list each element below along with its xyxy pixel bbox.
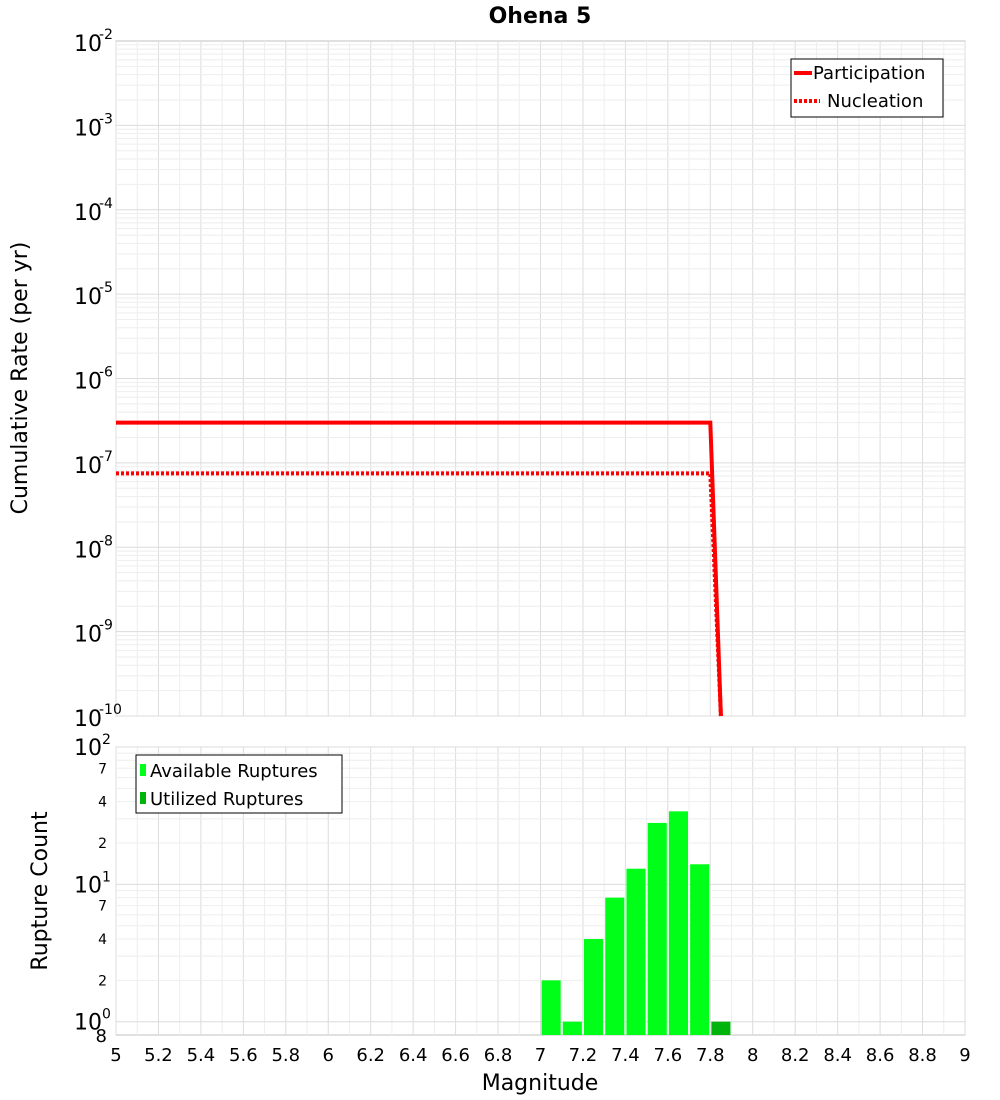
bottom-y-minor-tick-label: 2	[98, 973, 107, 989]
bottom-grid	[115, 746, 966, 1035]
top-y-tick-exponent: -2	[99, 27, 113, 43]
x-tick-label: 8.2	[781, 1045, 810, 1066]
bottom-x-ticks: 5 5.2 5.4 5.6 5.8 6 6.2 6.4 6.6 6.8 7 7.2 7.4 7.6 7.8 8…	[110, 1045, 970, 1066]
top-y-tick-label: 10	[74, 538, 102, 563]
bottom-legend: Available Ruptures Utilized Ruptures	[135, 754, 343, 814]
bottom-y-tick-label: 10	[74, 1011, 102, 1036]
top-y-tick-label: 10	[74, 116, 102, 141]
participation-line	[116, 420, 723, 717]
top-panel: 10-210-310-410-510-610-710-810-910-10 Cu…	[8, 27, 966, 732]
x-tick-label: 8.8	[908, 1045, 937, 1066]
x-tick-label: 7.6	[654, 1045, 683, 1066]
x-tick-label: 5	[110, 1045, 121, 1066]
top-y-tick-label: 10	[74, 370, 102, 395]
top-grid	[115, 41, 966, 717]
top-legend-box	[790, 58, 944, 118]
top-y-tick-exponent: -9	[99, 618, 113, 634]
bottom-y-minor-tick-label: 7	[98, 899, 107, 915]
top-y-tick-label: 10	[74, 454, 102, 479]
bottom-bars	[541, 811, 731, 1035]
available-ruptures-bar	[690, 864, 710, 1035]
legend-participation-label: Participation	[813, 63, 925, 84]
bottom-y-tick-label: 10	[74, 873, 102, 898]
top-y-tick-exponent: -3	[99, 111, 113, 127]
x-tick-label: 6.6	[441, 1045, 470, 1066]
x-tick-label: 6	[323, 1045, 334, 1066]
x-tick-label: 6.2	[356, 1045, 385, 1066]
bottom-legend-box	[135, 754, 343, 814]
top-y-tick-label: 10	[74, 285, 102, 310]
top-y-tick-exponent: -5	[99, 280, 113, 296]
available-ruptures-bar	[668, 811, 689, 1035]
top-legend: Participation Nucleation	[790, 58, 944, 118]
bottom-y-tick-label: 10	[74, 736, 102, 761]
top-y-tick-label: 10	[74, 707, 102, 732]
available-ruptures-bar	[541, 980, 561, 1035]
available-ruptures-bar	[626, 868, 646, 1035]
x-tick-label: 7.8	[696, 1045, 725, 1066]
x-tick-label: 8.4	[823, 1045, 852, 1066]
bottom-y-tick-exponent: 2	[102, 732, 111, 748]
bottom-y-tick-exponent: 1	[102, 869, 111, 885]
utilized-ruptures-bar	[711, 1021, 731, 1035]
x-tick-label: 7.4	[611, 1045, 640, 1066]
x-tick-label: 8.6	[866, 1045, 895, 1066]
x-tick-label: 5.8	[271, 1045, 300, 1066]
legend-available-label: Available Ruptures	[150, 761, 318, 782]
top-y-axis-label: Cumulative Rate (per yr)	[8, 242, 33, 515]
bottom-y-minor-tick-label: 8	[96, 1026, 107, 1047]
x-tick-label: 7	[535, 1045, 546, 1066]
top-y-tick-exponent: -7	[99, 449, 113, 465]
chart-title: Ohena 5	[489, 4, 592, 29]
top-y-tick-exponent: -6	[99, 365, 113, 381]
top-y-tick-label: 10	[74, 201, 102, 226]
top-y-tick-label: 10	[74, 32, 102, 57]
bottom-y-minor-tick-label: 4	[98, 795, 107, 811]
bottom-y-minor-tick-label: 2	[98, 836, 107, 852]
bottom-y-minor-tick-label: 4	[98, 932, 107, 948]
top-y-tick-exponent: -10	[99, 702, 122, 718]
x-tick-label: 7.2	[569, 1045, 598, 1066]
nucleation-line	[116, 471, 723, 717]
top-series	[116, 420, 723, 717]
x-tick-label: 6.4	[399, 1045, 428, 1066]
x-tick-label: 8	[747, 1045, 758, 1066]
available-ruptures-bar	[562, 1021, 582, 1035]
legend-utilized-swatch	[140, 792, 146, 804]
x-tick-label: 5.6	[229, 1045, 258, 1066]
x-tick-label: 6.8	[484, 1045, 513, 1066]
available-ruptures-bar	[647, 822, 667, 1035]
top-y-tick-exponent: -8	[99, 533, 113, 549]
bottom-y-tick-exponent: 0	[102, 1007, 111, 1023]
x-axis-label: Magnitude	[482, 1071, 599, 1096]
bottom-y-minor-tick-label: 7	[98, 761, 107, 777]
x-tick-label: 5.4	[187, 1045, 216, 1066]
legend-nucleation-label: Nucleation	[827, 91, 923, 112]
x-tick-label: 5.2	[144, 1045, 173, 1066]
available-ruptures-bar	[584, 939, 604, 1035]
legend-available-swatch	[140, 764, 146, 776]
top-y-tick-label: 10	[74, 623, 102, 648]
bottom-y-axis-label: Rupture Count	[28, 811, 53, 971]
top-y-tick-exponent: -4	[99, 196, 113, 212]
available-ruptures-bar	[605, 897, 625, 1035]
x-tick-label: 9	[959, 1045, 970, 1066]
legend-utilized-label: Utilized Ruptures	[150, 789, 303, 810]
top-y-ticks: 10-210-310-410-510-610-710-810-910-10	[74, 27, 122, 732]
